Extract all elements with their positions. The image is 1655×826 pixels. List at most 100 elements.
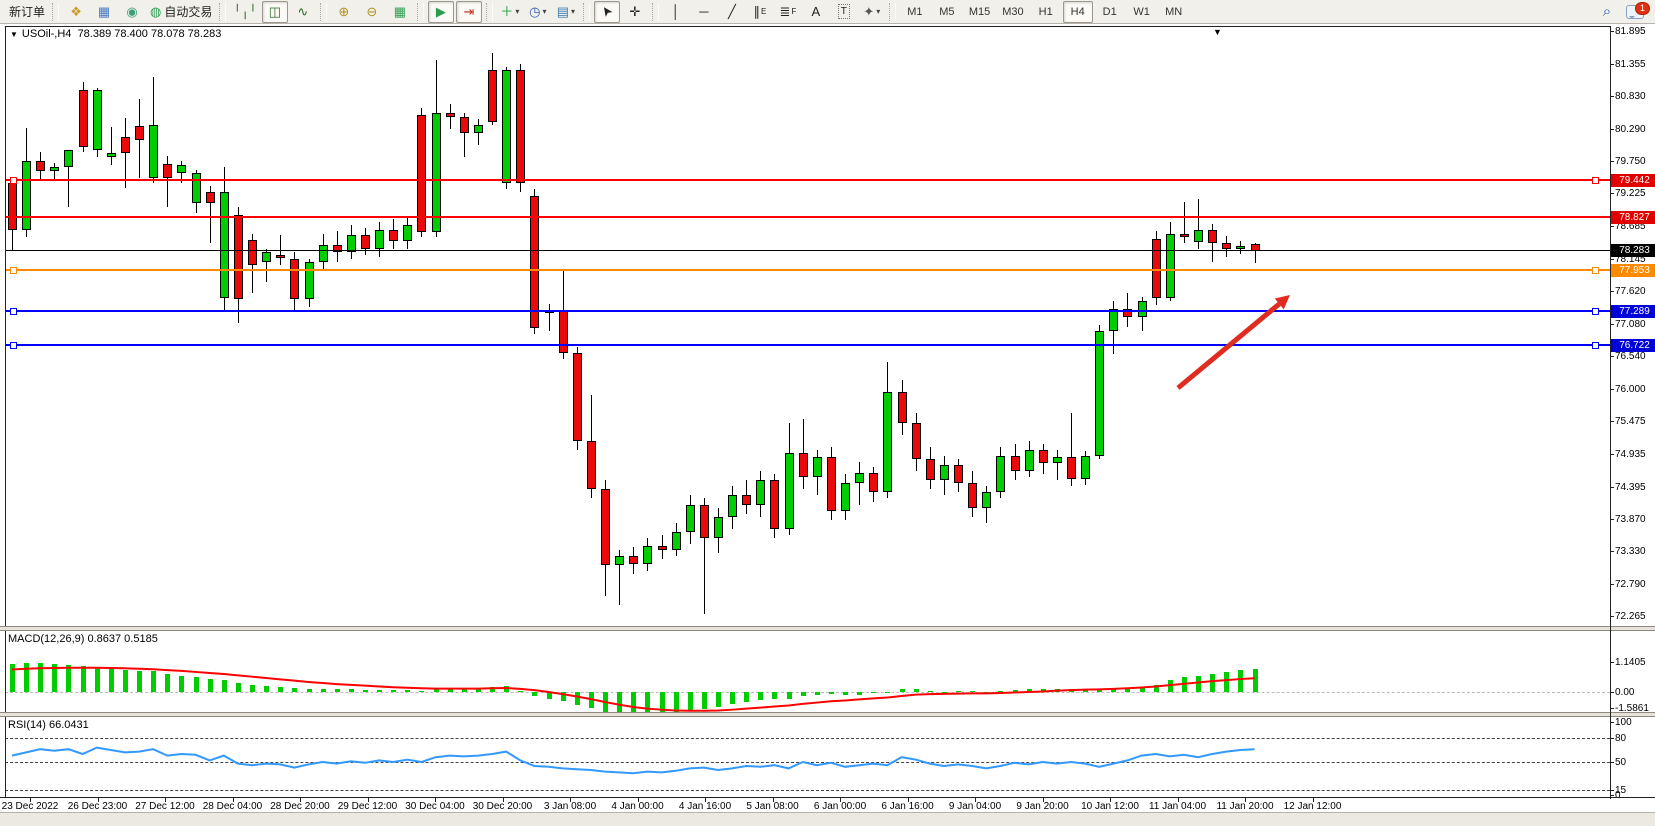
tf-m5-button[interactable]: M5 [939, 5, 955, 18]
hline-handle[interactable] [10, 177, 17, 185]
candle-bullish [318, 245, 328, 263]
tf-w1-button[interactable]: W1 [1133, 5, 1150, 18]
tf-m15-button[interactable]: M15 [968, 5, 991, 18]
tf-mn-button[interactable]: MN [1165, 5, 1183, 18]
chat-icon-button[interactable]: 1 [1622, 1, 1650, 23]
tile-windows-button[interactable]: ▦ [393, 4, 406, 19]
pane-splitter-rsi[interactable] [0, 712, 1655, 717]
time-label: 27 Dec 12:00 [135, 801, 195, 812]
price-axis-border [1610, 26, 1611, 799]
chart-shift-button[interactable]: ⇥ [455, 0, 482, 23]
hline-handle[interactable] [1592, 307, 1599, 315]
candle-bearish [516, 70, 526, 184]
price-tick [1610, 31, 1614, 32]
text-label-button[interactable]: T [831, 1, 857, 23]
candle-bullish [982, 492, 992, 508]
candle-bullish [304, 262, 314, 300]
hline-77.289[interactable] [5, 309, 1610, 312]
navigator-icon-button[interactable]: ◉ [126, 4, 138, 19]
price-tick-label: 79.750 [1615, 156, 1646, 168]
vertical-line-button[interactable]: │ [671, 4, 680, 19]
time-label: 30 Dec 20:00 [472, 801, 533, 812]
profiles-icon-button[interactable]: ❖ [70, 4, 82, 19]
trendline-button[interactable]: ╱ [727, 4, 736, 19]
trend-arrow-annotation[interactable] [0, 24, 1655, 812]
search-icon-button[interactable]: ⌕ [1602, 3, 1612, 20]
zoom-in-button[interactable]: ⊕ [338, 4, 350, 19]
candle-wick [167, 155, 169, 207]
candle-bullish [219, 192, 229, 298]
tf-d1-button[interactable]: D1 [1102, 5, 1117, 18]
status-bar [0, 812, 1655, 826]
hline-79.442[interactable] [5, 179, 1610, 182]
rsi-tick [1610, 790, 1614, 791]
tf-h4-button[interactable]: H4 [1062, 0, 1093, 23]
tf-m1-button[interactable]: M1 [907, 5, 923, 18]
auto-scroll-button[interactable]: ▶ [427, 0, 454, 23]
templates-button[interactable]: ▤ ▾ [556, 4, 576, 19]
candle-bearish [1010, 455, 1020, 472]
hline-78.283[interactable] [5, 250, 1610, 252]
candle-bearish [233, 215, 243, 300]
toolbar-separator [888, 2, 896, 21]
bar-chart-button[interactable]: ╵╷╵ [233, 4, 257, 19]
horizontal-line-button[interactable]: ─ [699, 4, 709, 19]
candle-bullish [685, 504, 695, 532]
periods-button[interactable]: ◷ ▾ [529, 4, 547, 19]
tf-h1-button[interactable]: H1 [1038, 5, 1053, 18]
price-tick-label: 73.330 [1615, 546, 1646, 558]
candle-bearish [954, 465, 964, 484]
hline-handle[interactable] [1592, 267, 1599, 275]
price-badge-78.827: 78.827 [1611, 211, 1655, 225]
candle-bullish [149, 124, 159, 179]
price-tick-label: 80.830 [1615, 90, 1646, 102]
line-chart-button[interactable]: ∿ [297, 4, 309, 19]
candle-bearish [276, 255, 286, 259]
candle-bullish [502, 70, 512, 184]
cursor-button[interactable]: ➤ [593, 0, 620, 23]
hline-handle[interactable] [10, 342, 17, 350]
chart-context-toggle-icon[interactable]: ▼ [10, 30, 18, 39]
price-tick [1610, 421, 1614, 422]
candle-bearish [205, 192, 215, 204]
crosshair-button[interactable]: ✛ [629, 4, 641, 19]
candle-bullish [855, 472, 865, 484]
price-tick [1610, 290, 1614, 292]
candle-bullish [262, 251, 272, 263]
zoom-out-button[interactable]: ⊖ [366, 4, 378, 19]
candle-wick [266, 249, 268, 283]
tf-m30-button[interactable]: M30 [1002, 5, 1024, 18]
hline-77.953[interactable] [5, 269, 1610, 272]
rsi-tick [1610, 795, 1614, 796]
text-button[interactable]: A [811, 4, 821, 19]
time-label: 11 Jan 20:00 [1216, 801, 1274, 812]
new-order-button[interactable]: 新订单 [9, 5, 46, 19]
arrows-button[interactable]: ✦ ▾ [863, 4, 881, 19]
hline-handle[interactable] [1592, 177, 1599, 185]
candle-wick [619, 550, 621, 605]
time-tick [772, 798, 774, 802]
indicators-button[interactable]: ＋ ▾ [500, 4, 520, 19]
hline-handle[interactable] [10, 307, 17, 315]
time-label: 9 Jan 20:00 [1016, 801, 1069, 812]
hline-78.827[interactable] [5, 216, 1610, 219]
auto-trading-button[interactable]: ◍ 自动交易 [150, 4, 213, 19]
candle-wick [1183, 202, 1185, 244]
equidistant-channel-button[interactable]: ∥ E [753, 4, 767, 19]
time-tick [1312, 798, 1314, 802]
time-tick [367, 798, 369, 802]
time-axis[interactable]: 23 Dec 2022 26 Dec 23:00 27 Dec 12:00 28 De… [0, 797, 1655, 813]
market-watch-icon-button[interactable]: ▦ [97, 4, 111, 19]
fibonacci-button[interactable]: ≣ F [779, 4, 797, 19]
time-tick [1177, 798, 1179, 802]
time-label: 26 Dec 23:00 [67, 801, 128, 812]
candle-bearish [488, 70, 498, 122]
hline-handle[interactable] [1592, 342, 1599, 350]
pane-splitter-macd[interactable] [0, 626, 1655, 631]
hline-76.722[interactable] [5, 344, 1610, 347]
candlestick-chart-button[interactable]: ◫ [261, 0, 288, 23]
price-tick-label: 81.355 [1615, 58, 1646, 70]
candle-bearish [968, 483, 978, 508]
hline-handle[interactable] [10, 267, 17, 275]
candle-bullish [996, 455, 1006, 493]
